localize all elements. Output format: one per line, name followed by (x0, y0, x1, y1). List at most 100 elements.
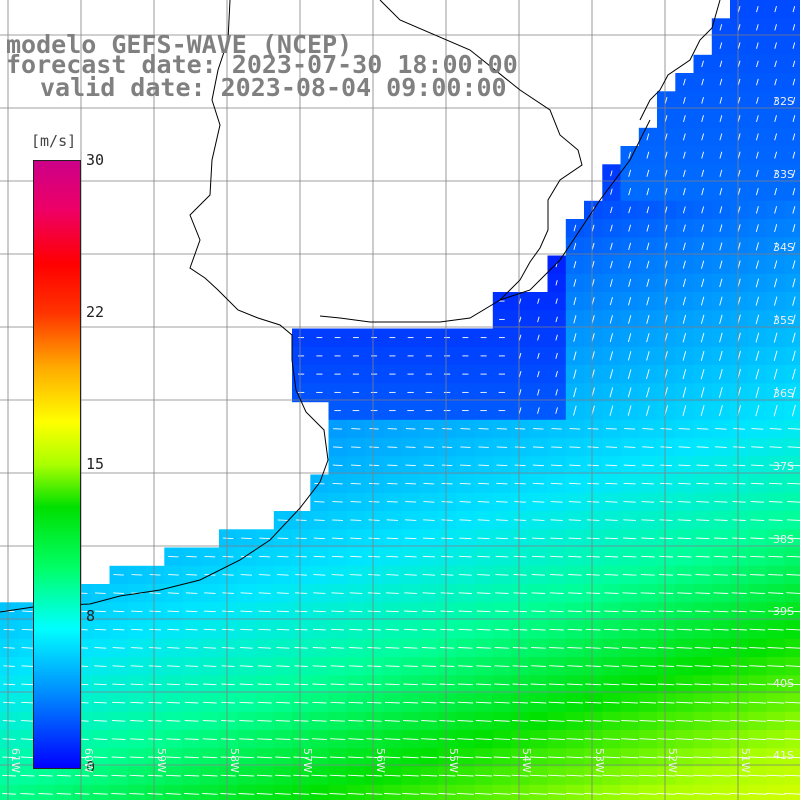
wind-arrow (658, 592, 674, 594)
wind-arrow (657, 756, 676, 759)
wind-arrow (512, 628, 528, 631)
wind-arrow (38, 774, 53, 777)
wind-speed-cell (638, 328, 658, 348)
wind-arrow (656, 792, 676, 795)
forecast-date: forecast date: 2023-07-30 18:00:00 (6, 50, 518, 79)
wind-arrow (658, 665, 675, 667)
wind-arrow (603, 665, 620, 667)
wind-arrow (659, 537, 673, 540)
wind-arrow (422, 555, 435, 558)
wind-arrow (602, 738, 620, 740)
wind-arrow (786, 537, 800, 540)
wind-arrow (774, 60, 777, 68)
wind-arrow (221, 701, 236, 704)
wind-arrow (694, 628, 711, 631)
wind-arrow (555, 316, 558, 323)
wind-arrow (737, 115, 741, 123)
lon-label-57w: 57W (301, 748, 314, 773)
wind-arrow (755, 187, 759, 196)
wind-arrow (678, 446, 691, 448)
wind-arrow (646, 278, 650, 287)
wind-arrow (167, 610, 180, 613)
wind-arrow (566, 774, 584, 777)
wind-arrow (693, 792, 712, 795)
wind-arrow (221, 628, 235, 631)
wind-arrow (657, 683, 675, 686)
wind-arrow (74, 793, 90, 795)
wind-arrow (222, 610, 235, 613)
wind-arrow (348, 720, 364, 722)
wind-arrow (696, 446, 709, 448)
wind-arrow (276, 628, 290, 631)
wind-arrow (511, 756, 529, 759)
wind-arrow (719, 60, 723, 68)
wind-arrow (623, 519, 637, 521)
wind-arrow (112, 701, 126, 704)
wind-arrow (787, 428, 800, 430)
wind-arrow (774, 224, 778, 233)
wind-arrow (256, 793, 273, 795)
wind-arrow (294, 647, 308, 649)
wind-arrow (20, 720, 34, 722)
wind-arrow (587, 501, 600, 503)
wind-arrow (293, 701, 309, 704)
wind-arrow (38, 793, 53, 795)
wind-speed-cell (127, 784, 147, 800)
wind-arrow (477, 537, 490, 540)
wind-arrow (682, 224, 686, 232)
wind-arrow (731, 610, 747, 613)
wind-arrow (94, 647, 107, 649)
wind-arrow (555, 334, 558, 341)
wind-arrow (682, 169, 686, 177)
wind-speed-cell (784, 18, 800, 38)
wind-arrow (458, 592, 472, 594)
wind-speed-cell (602, 346, 622, 366)
wind-arrow (701, 224, 705, 232)
wind-arrow (774, 24, 777, 31)
wind-arrow (737, 224, 741, 232)
wind-arrow (682, 242, 686, 251)
wind-arrow (220, 756, 236, 759)
wind-arrow (384, 738, 401, 740)
lat-label-33s: 33S (773, 168, 794, 181)
wind-arrow (718, 405, 723, 417)
wind-arrow (774, 96, 777, 104)
wind-arrow (591, 224, 595, 232)
wind-arrow (732, 464, 746, 467)
wind-arrow (609, 242, 613, 250)
wind-arrow (695, 574, 710, 576)
wind-arrow (331, 574, 344, 576)
wind-arrow (766, 738, 785, 741)
wind-arrow (622, 610, 637, 613)
wind-arrow (183, 793, 200, 795)
wind-arrow (130, 683, 144, 686)
wind-arrow (221, 683, 235, 686)
wind-arrow (748, 701, 767, 704)
wind-arrow (701, 242, 705, 251)
wind-arrow (792, 224, 796, 233)
wind-arrow (711, 738, 730, 741)
wind-speed-cell (711, 18, 731, 38)
wind-arrow (369, 446, 379, 448)
wind-arrow (712, 665, 730, 667)
wind-arrow (730, 683, 748, 686)
wind-arrow (202, 756, 218, 759)
wind-arrow (693, 756, 712, 759)
wind-arrow (495, 592, 509, 594)
wind-speed-cell (675, 182, 695, 202)
wind-arrow (768, 501, 783, 503)
wind-speed-cell (711, 346, 731, 366)
wind-speed-cell (711, 146, 731, 165)
wind-arrow (112, 683, 125, 686)
wind-arrow (113, 592, 125, 594)
wind-arrow (748, 774, 767, 777)
wind-speed-cell (748, 219, 768, 238)
wind-arrow (548, 683, 565, 686)
wind-arrow (347, 793, 365, 795)
wind-speed-cell (328, 784, 348, 800)
lon-label-55w: 55W (447, 748, 460, 773)
wind-arrow (677, 519, 691, 521)
wind-arrow (112, 610, 125, 613)
wind-arrow (750, 519, 765, 521)
wind-arrow (568, 537, 582, 540)
